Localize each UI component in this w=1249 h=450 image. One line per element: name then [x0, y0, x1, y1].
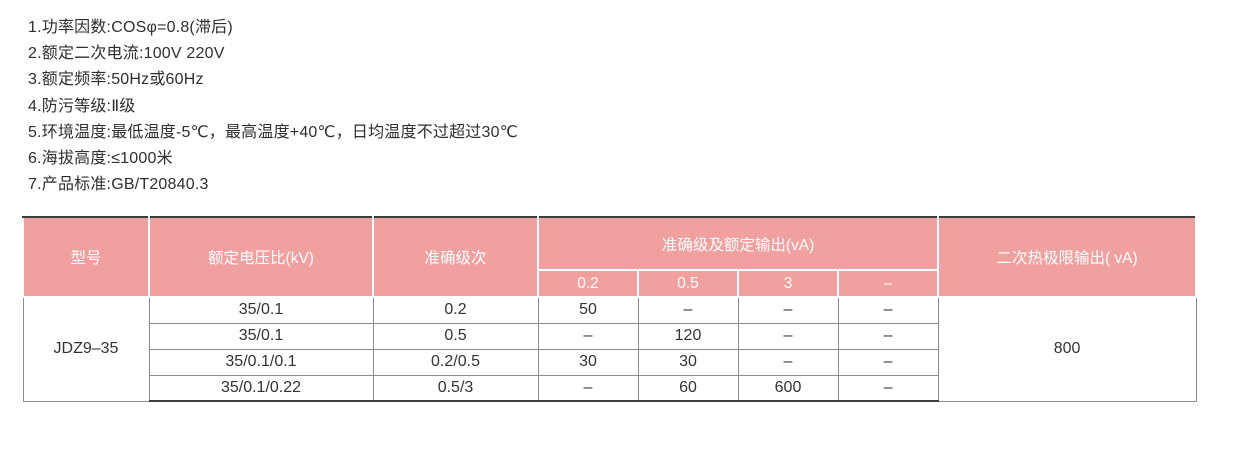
class-cell: 0.2 — [372, 296, 539, 324]
col-header-accuracy-output-group: 准确级及额定输出(vA) — [536, 216, 940, 271]
spec-list: 1.功率因数:COSφ=0.8(滞后) 2.额定二次电流:100V 220V 3… — [28, 15, 518, 198]
output-cell: 30 — [537, 348, 639, 376]
output-cell: – — [737, 296, 839, 324]
output-cell: 60 — [637, 374, 739, 402]
output-cell: – — [537, 322, 639, 350]
ratio-cell: 35/0.1/0.22 — [148, 374, 374, 402]
product-spec-table: 型号 额定电压比(kV) 准确级次 准确级及额定输出(vA) 二次热极限输出( … — [22, 216, 1198, 402]
col-header-model: 型号 — [22, 216, 150, 298]
output-cell: – — [837, 322, 939, 350]
model-cell: JDZ9–35 — [22, 296, 150, 402]
output-cell: – — [837, 348, 939, 376]
col-header-accuracy-class: 准确级次 — [372, 216, 539, 298]
table-row: 35/0.1/0.1 0.2/0.5 30 30 – – — [23, 348, 1196, 376]
spec-item-frequency: 3.额定频率:50Hz或60Hz — [28, 71, 204, 89]
output-cell: – — [837, 374, 939, 402]
output-cell: 120 — [637, 322, 739, 350]
spec-item-altitude: 6.海拔高度:≤1000米 — [28, 150, 173, 168]
output-cell: – — [837, 296, 939, 324]
output-cell: 30 — [637, 348, 739, 376]
spec-item-standard: 7.产品标准:GB/T20840.3 — [28, 176, 209, 194]
output-cell: 50 — [537, 296, 639, 324]
ratio-cell: 35/0.1 — [148, 296, 374, 324]
output-cell: – — [737, 348, 839, 376]
output-cell: – — [537, 374, 639, 402]
subcol-header-3: 3 — [737, 269, 839, 298]
subcol-header-02: 0.2 — [537, 269, 639, 298]
spec-item-ambient-temp: 5.环境温度:最低温度-5℃，最高温度+40℃，日均温度不过超过30℃ — [28, 123, 518, 141]
class-cell: 0.2/0.5 — [372, 348, 539, 376]
class-cell: 0.5/3 — [372, 374, 539, 402]
subcol-header-05: 0.5 — [637, 269, 739, 298]
subcol-header-dash: – — [836, 269, 940, 298]
table-row: 35/0.1 0.5 – 120 – – — [23, 322, 1196, 350]
table-row: 35/0.1/0.22 0.5/3 – 60 600 – — [23, 374, 1196, 402]
spec-item-pollution-class: 4.防污等级:Ⅱ级 — [28, 97, 136, 115]
thermal-limit-cell: 800 — [937, 296, 1197, 402]
spec-item-secondary-current: 2.额定二次电流:100V 220V — [28, 45, 225, 63]
output-cell: – — [637, 296, 739, 324]
ratio-cell: 35/0.1 — [148, 322, 374, 350]
col-header-voltage-ratio: 额定电压比(kV) — [148, 216, 374, 298]
table-row: JDZ9–35 35/0.1 0.2 50 – – – 800 — [22, 296, 1197, 402]
ratio-cell: 35/0.1/0.1 — [148, 348, 374, 376]
col-header-thermal-limit: 二次热极限输出( vA) — [937, 216, 1198, 298]
class-cell: 0.5 — [372, 322, 539, 350]
output-cell: 600 — [737, 374, 839, 402]
output-cell: – — [737, 322, 839, 350]
spec-item-power-factor: 1.功率因数:COSφ=0.8(滞后) — [28, 19, 233, 36]
